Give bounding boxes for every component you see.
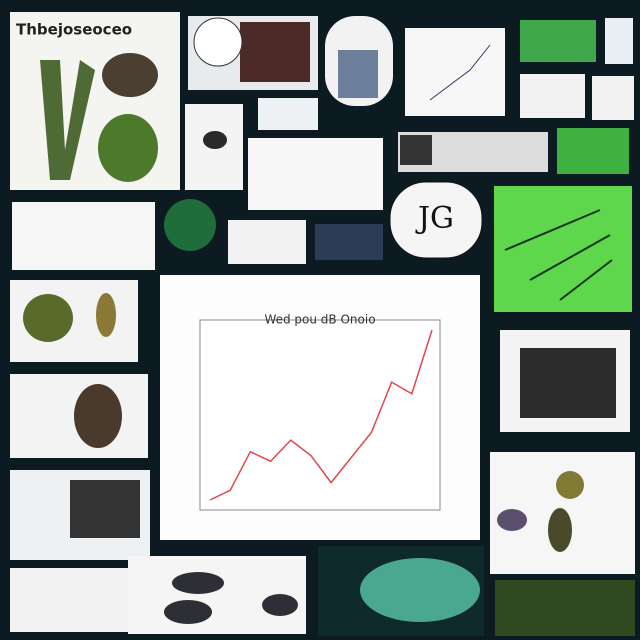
panel-image (70, 480, 140, 538)
seed (96, 293, 116, 337)
panel (12, 202, 155, 270)
panel (405, 28, 505, 116)
panel-circle (193, 17, 243, 67)
badge (389, 181, 483, 259)
seed (497, 509, 527, 531)
seed (172, 572, 224, 594)
seed (548, 508, 572, 552)
panel-image (315, 224, 383, 260)
mini-line (429, 44, 491, 101)
panel-image (520, 348, 616, 418)
panel (495, 580, 635, 636)
seed (262, 594, 298, 616)
panel (248, 138, 383, 210)
seed (164, 600, 212, 624)
green-lines (504, 209, 613, 301)
panel-image (240, 22, 310, 82)
specimen (360, 558, 480, 622)
panel (605, 18, 633, 64)
panel (258, 98, 318, 130)
badge-label: JG (415, 201, 454, 236)
seed (556, 471, 584, 499)
plant (40, 60, 95, 180)
leaf (98, 114, 158, 182)
panel (592, 76, 634, 120)
seed (74, 384, 122, 448)
seed (203, 131, 227, 149)
panel (228, 220, 306, 264)
data-line (209, 329, 433, 501)
leaf (23, 294, 73, 342)
panel (520, 74, 585, 118)
green-panel (520, 20, 596, 62)
card-title: Thbejoseoceo (16, 21, 132, 39)
plot-area (199, 319, 441, 511)
chart-title: Wed pou dB Onoio (264, 313, 375, 327)
panel (10, 568, 128, 632)
globe (164, 199, 216, 251)
panel-image (338, 50, 378, 98)
green-panel (494, 186, 632, 312)
seed (102, 53, 158, 97)
panel-image (400, 135, 432, 165)
green-panel (557, 128, 629, 174)
